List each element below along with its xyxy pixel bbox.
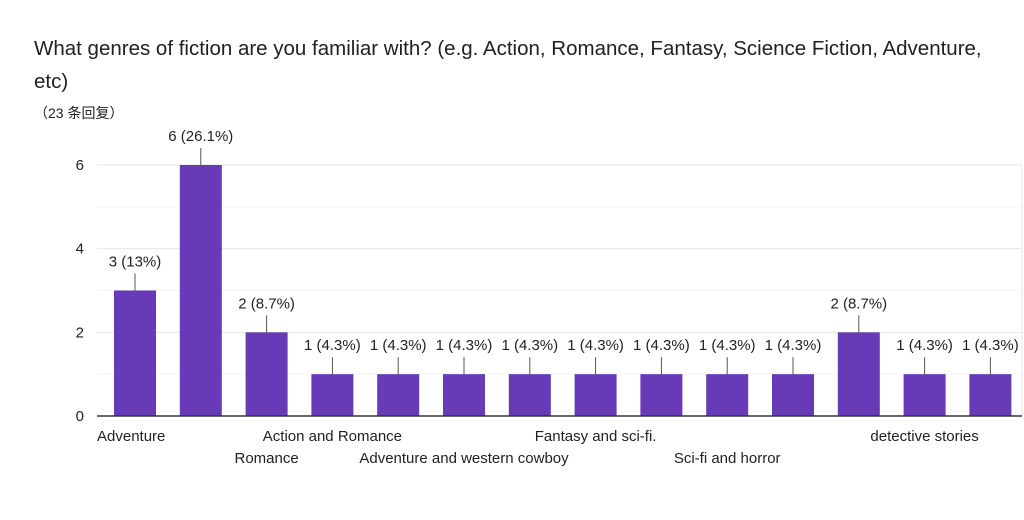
bar [114,290,156,416]
bar [903,374,946,416]
y-tick-label: 4 [76,241,84,258]
data-label: 2 (8.7%) [238,295,295,312]
bar [377,374,420,416]
bar [837,332,880,416]
bar [706,374,749,416]
x-category-label: Fantasy and sci-fi. [535,428,657,445]
data-label: 6 (26.1%) [168,128,233,145]
data-label: 2 (8.7%) [830,295,887,312]
x-category-label: Romance [234,450,298,467]
data-label: 1 (4.3%) [436,337,493,354]
bar [969,374,1012,416]
bar [772,374,814,416]
bar [508,374,551,416]
data-label: 1 (4.3%) [567,337,624,354]
x-category-label: detective stories [870,428,978,445]
data-label: 1 (4.3%) [962,337,1019,354]
bar [443,374,485,416]
response-count: （23 条回复） [34,105,124,121]
bar [574,374,617,416]
data-label: 1 (4.3%) [896,337,953,354]
bar [311,374,354,416]
data-label: 3 (13%) [109,254,162,271]
data-label: 1 (4.3%) [304,337,361,354]
x-category-label: Sci-fi and horror [674,450,781,467]
x-category-label: Adventure and western cowboy [359,450,569,467]
x-category-label: Action and Romance [263,428,402,445]
bar [245,332,288,416]
chart-title: What genres of fiction are you familiar … [34,37,982,93]
y-tick-label: 0 [76,408,84,425]
data-label: 1 (4.3%) [699,337,756,354]
data-label: 1 (4.3%) [501,337,558,354]
y-tick-label: 2 [76,324,84,341]
bar [179,165,222,416]
data-label: 1 (4.3%) [370,337,427,354]
y-tick-label: 6 [76,157,84,174]
bar [640,374,683,416]
data-label: 1 (4.3%) [633,337,690,354]
data-label: 1 (4.3%) [765,337,822,354]
x-category-label: Adventure [97,428,165,445]
